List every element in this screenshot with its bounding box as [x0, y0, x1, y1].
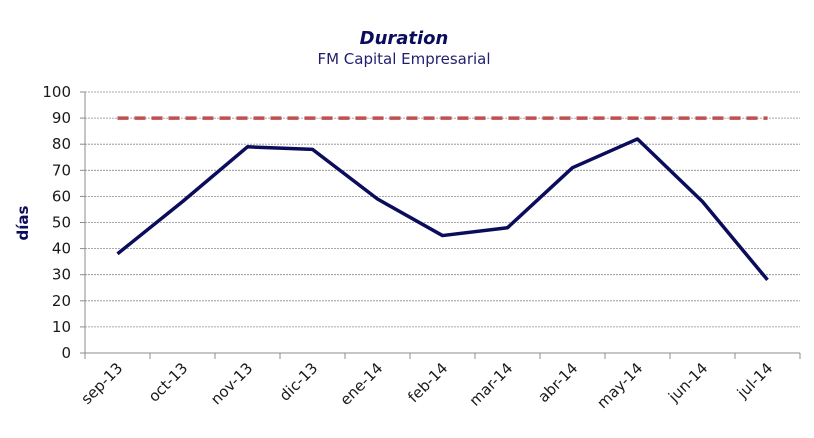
y-tick-label: 30 [52, 266, 71, 284]
x-tick-label: feb-14 [404, 359, 451, 406]
y-tick-label: 90 [52, 109, 71, 127]
y-tick-label: 50 [52, 214, 71, 232]
y-axis-label: días [14, 205, 32, 240]
x-tick-label: jun-14 [664, 359, 711, 406]
x-tick-label: oct-13 [145, 359, 192, 406]
x-tick-label: dic-13 [276, 359, 322, 405]
x-tick-label: abr-14 [534, 359, 581, 406]
x-tick-label: jul-14 [733, 359, 776, 402]
x-tick-label: sep-13 [77, 359, 126, 408]
x-tick-label: nov-13 [207, 359, 256, 408]
x-tick-label: mar-14 [466, 359, 517, 410]
y-tick-label: 10 [52, 318, 71, 336]
chart-subtitle: FM Capital Empresarial [317, 50, 490, 68]
y-tick-label: 100 [42, 83, 71, 101]
y-tick-label: 60 [52, 187, 71, 205]
chart-title: Duration [360, 28, 449, 49]
y-tick-label: 20 [52, 292, 71, 310]
x-tick-label: ene-14 [336, 359, 386, 409]
x-tick-label: may-14 [593, 359, 646, 412]
data-line [116, 137, 769, 282]
y-tick-label: 80 [52, 135, 71, 153]
y-tick-label: 70 [52, 161, 71, 179]
y-tick-label: 0 [61, 344, 71, 362]
y-tick-label: 40 [52, 240, 71, 258]
